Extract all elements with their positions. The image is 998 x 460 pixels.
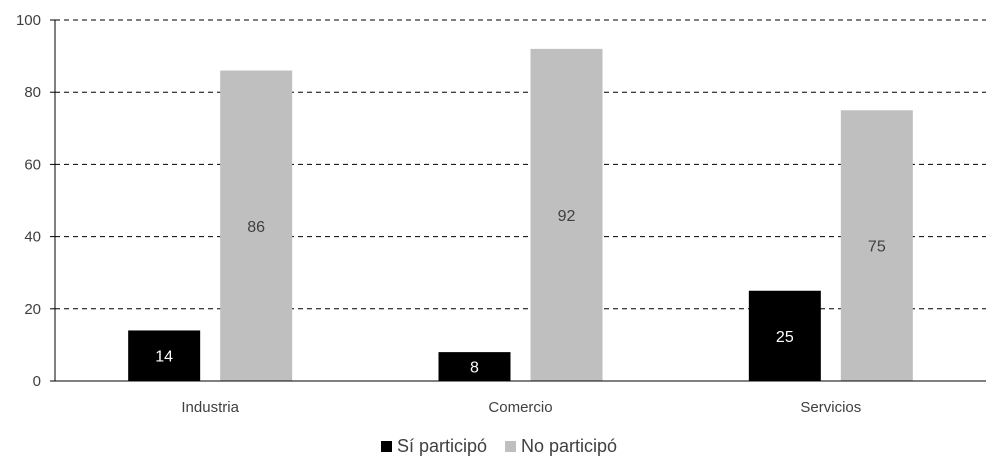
y-axis: 0 20 40 60 80 100 [16, 12, 56, 390]
legend-label-no-participo: No participó [521, 436, 618, 456]
legend-item-si-participo: Sí participó [380, 436, 487, 457]
bar-no-participo-comercio [530, 48, 603, 381]
bars: 14 86 8 92 25 75 [128, 48, 913, 381]
data-label-no-participo-industria: 86 [247, 219, 265, 236]
gridlines [55, 19, 986, 310]
y-tick-label-20: 20 [24, 301, 41, 318]
data-label-no-participo-servicios: 75 [868, 239, 886, 256]
x-tick-label-servicios: Servicios [800, 399, 861, 416]
data-label-si-participo-servicios: 25 [776, 329, 794, 346]
bar-chart: 0 20 40 60 80 100 14 86 8 92 25 75 Industria Comerc… [16, 12, 986, 416]
legend-item-no-participo: No participó [505, 436, 617, 457]
legend-swatch-si-participo [380, 441, 392, 452]
bar-si-participo-industria [128, 330, 201, 381]
x-axis: Industria Comercio Servicios [55, 380, 986, 416]
legend: Sí participó No participó [0, 436, 998, 457]
y-tick-label-0: 0 [33, 373, 41, 390]
bar-no-participo-industria [220, 70, 293, 381]
bar-no-participo-servicios [840, 110, 913, 381]
data-label-si-participo-comercio: 8 [470, 360, 479, 377]
y-tick-label-100: 100 [16, 12, 41, 29]
y-tick-label-40: 40 [24, 229, 41, 246]
bar-si-participo-comercio [438, 352, 511, 381]
legend-label-si-participo: Sí participó [396, 436, 487, 456]
y-tick-label-60: 60 [24, 156, 41, 173]
x-tick-label-comercio: Comercio [488, 399, 552, 416]
x-tick-label-industria: Industria [181, 399, 239, 416]
legend-swatch-no-participo [505, 441, 516, 452]
data-label-no-participo-comercio: 92 [558, 208, 576, 225]
y-tick-label-80: 80 [24, 84, 41, 101]
data-label-si-participo-industria: 14 [155, 349, 173, 366]
bar-si-participo-servicios [748, 290, 821, 381]
